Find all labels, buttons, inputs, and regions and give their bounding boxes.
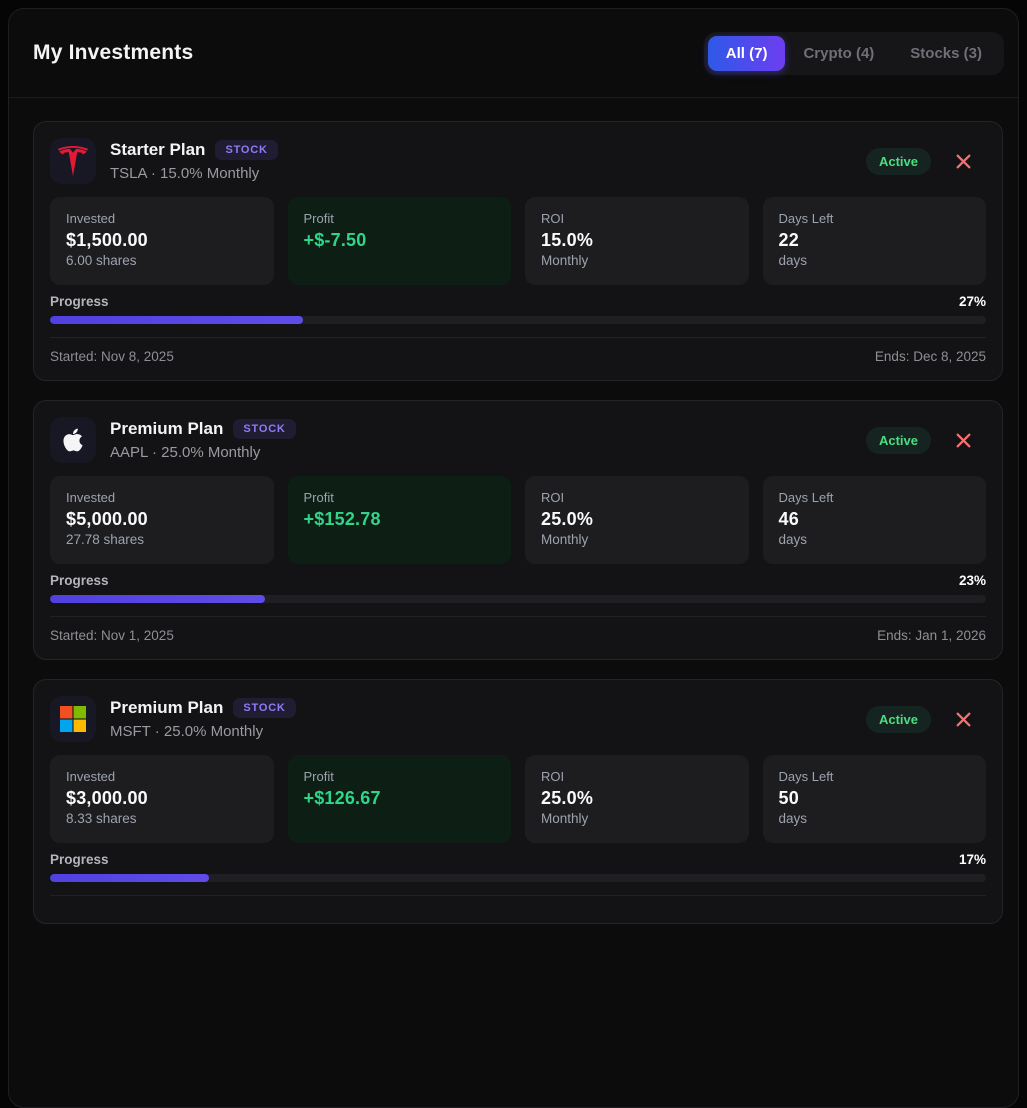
progress-percent: 27% xyxy=(958,294,986,309)
investment-card-msft: Premium Plan STOCK MSFT · 25.0% Monthly … xyxy=(33,679,1003,924)
invested-value: $1,500.00 xyxy=(66,230,148,250)
tab-crypto[interactable]: Crypto (4) xyxy=(785,36,892,71)
progress-bar-fill xyxy=(50,874,210,882)
progress-label: Progress xyxy=(50,573,109,588)
tab-all[interactable]: All (7) xyxy=(707,35,786,71)
cards-list: Starter Plan STOCK TSLA · 15.0% Monthly … xyxy=(9,98,1018,948)
asset-type-badge: STOCK xyxy=(233,419,296,439)
stat-profit: Profit +$152.78 xyxy=(287,476,511,564)
close-icon[interactable] xyxy=(953,709,974,730)
progress-bar xyxy=(50,874,986,882)
stat-invested: Invested $3,000.00 8.33 shares xyxy=(50,755,274,843)
shares-count: 27.78 shares xyxy=(66,532,145,547)
stat-label: ROI xyxy=(541,211,565,226)
progress-bar-fill xyxy=(50,316,303,324)
started-date: Started: Nov 8, 2025 xyxy=(50,349,174,364)
days-left-value: 46 xyxy=(778,509,799,529)
progress-label: Progress xyxy=(50,852,109,867)
progress-percent: 23% xyxy=(958,573,986,588)
invested-value: $5,000.00 xyxy=(66,509,148,529)
invested-value: $3,000.00 xyxy=(66,788,148,808)
stat-roi: ROI 25.0% Monthly xyxy=(525,755,749,843)
stat-label: Invested xyxy=(66,769,116,784)
days-left-value: 22 xyxy=(778,230,799,250)
stat-invested: Invested $5,000.00 27.78 shares xyxy=(50,476,274,564)
roi-period: Monthly xyxy=(541,532,589,547)
roi-period: Monthly xyxy=(541,811,589,826)
stat-label: Profit xyxy=(303,211,334,226)
stat-label: Invested xyxy=(66,490,116,505)
roi-value: 25.0% xyxy=(541,788,594,808)
page-title: My Investments xyxy=(33,41,194,64)
filter-tab-bar: All (7) Crypto (4) Stocks (3) xyxy=(703,31,1004,75)
roi-period: Monthly xyxy=(541,253,589,268)
stat-roi: ROI 25.0% Monthly xyxy=(525,476,749,564)
close-icon[interactable] xyxy=(953,430,974,451)
investment-card-tsla: Starter Plan STOCK TSLA · 15.0% Monthly … xyxy=(33,121,1003,381)
progress-label: Progress xyxy=(50,294,109,309)
profit-value: +$126.67 xyxy=(303,788,381,808)
plan-name: Premium Plan xyxy=(110,419,224,438)
stat-invested: Invested $1,500.00 6.00 shares xyxy=(50,197,274,285)
stat-label: Invested xyxy=(66,211,116,226)
asset-type-badge: STOCK xyxy=(215,140,278,160)
asset-subtitle: AAPL · 25.0% Monthly xyxy=(110,444,261,461)
status-badge: Active xyxy=(865,426,931,454)
tab-stocks[interactable]: Stocks (3) xyxy=(892,36,1000,71)
stat-label: ROI xyxy=(541,490,565,505)
progress-percent: 17% xyxy=(958,852,986,867)
days-unit: days xyxy=(778,253,808,268)
panel-header: My Investments All (7) Crypto (4) Stocks… xyxy=(9,9,1018,98)
asset-subtitle: MSFT · 25.0% Monthly xyxy=(110,723,264,740)
status-badge: Active xyxy=(865,705,931,733)
progress-bar xyxy=(50,595,986,603)
stat-label: Profit xyxy=(303,769,334,784)
stat-label: Days Left xyxy=(778,769,834,784)
shares-count: 6.00 shares xyxy=(66,253,137,268)
ends-date: Ends: Dec 8, 2025 xyxy=(874,349,986,364)
asset-subtitle: TSLA · 15.0% Monthly xyxy=(110,165,260,182)
stat-roi: ROI 15.0% Monthly xyxy=(525,197,749,285)
stat-profit: Profit +$-7.50 xyxy=(287,197,511,285)
close-icon[interactable] xyxy=(953,151,974,172)
days-unit: days xyxy=(778,811,808,826)
plan-name: Starter Plan xyxy=(110,140,206,159)
stat-label: ROI xyxy=(541,769,565,784)
plan-name: Premium Plan xyxy=(110,698,224,717)
ends-date: Ends: Jan 1, 2026 xyxy=(877,628,986,643)
stat-days-left: Days Left 46 days xyxy=(762,476,986,564)
tesla-logo-icon xyxy=(50,138,96,184)
microsoft-logo-icon xyxy=(50,696,96,742)
days-left-value: 50 xyxy=(778,788,799,808)
roi-value: 15.0% xyxy=(541,230,594,250)
status-badge: Active xyxy=(865,147,931,175)
investment-card-aapl: Premium Plan STOCK AAPL · 25.0% Monthly … xyxy=(33,400,1003,660)
progress-bar-fill xyxy=(50,595,266,603)
stat-label: Days Left xyxy=(778,211,834,226)
profit-value: +$152.78 xyxy=(303,509,381,529)
days-unit: days xyxy=(778,532,808,547)
stat-profit: Profit +$126.67 xyxy=(287,755,511,843)
shares-count: 8.33 shares xyxy=(66,811,137,826)
asset-type-badge: STOCK xyxy=(233,698,296,718)
roi-value: 25.0% xyxy=(541,509,594,529)
investments-panel: My Investments All (7) Crypto (4) Stocks… xyxy=(8,8,1019,1108)
stat-label: Profit xyxy=(303,490,334,505)
stat-days-left: Days Left 50 days xyxy=(762,755,986,843)
apple-logo-icon xyxy=(50,417,96,463)
stat-label: Days Left xyxy=(778,490,834,505)
progress-bar xyxy=(50,316,986,324)
started-date: Started: Nov 1, 2025 xyxy=(50,628,174,643)
profit-value: +$-7.50 xyxy=(303,230,367,250)
stat-days-left: Days Left 22 days xyxy=(762,197,986,285)
